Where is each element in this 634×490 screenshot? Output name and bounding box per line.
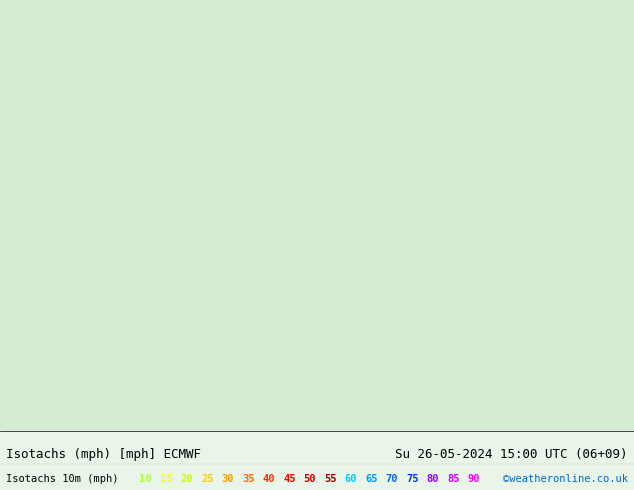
Text: Isotachs 10m (mph): Isotachs 10m (mph) xyxy=(6,474,119,485)
Text: 85: 85 xyxy=(447,474,460,485)
Text: 55: 55 xyxy=(324,474,337,485)
Text: 40: 40 xyxy=(262,474,275,485)
Text: 30: 30 xyxy=(221,474,234,485)
Text: 15: 15 xyxy=(160,474,172,485)
Text: Isotachs (mph) [mph] ECMWF: Isotachs (mph) [mph] ECMWF xyxy=(6,448,202,461)
Text: Su 26-05-2024 15:00 UTC (06+09): Su 26-05-2024 15:00 UTC (06+09) xyxy=(395,448,628,461)
Text: 10: 10 xyxy=(139,474,152,485)
Text: 50: 50 xyxy=(304,474,316,485)
Text: 25: 25 xyxy=(201,474,214,485)
Text: ©weatheronline.co.uk: ©weatheronline.co.uk xyxy=(503,474,628,485)
FancyBboxPatch shape xyxy=(0,0,634,431)
Text: 65: 65 xyxy=(365,474,378,485)
Text: 20: 20 xyxy=(181,474,193,485)
Text: 90: 90 xyxy=(468,474,480,485)
Text: 80: 80 xyxy=(427,474,439,485)
Text: 60: 60 xyxy=(345,474,357,485)
Text: 45: 45 xyxy=(283,474,295,485)
Text: 75: 75 xyxy=(406,474,418,485)
Text: 35: 35 xyxy=(242,474,254,485)
Text: 70: 70 xyxy=(385,474,398,485)
